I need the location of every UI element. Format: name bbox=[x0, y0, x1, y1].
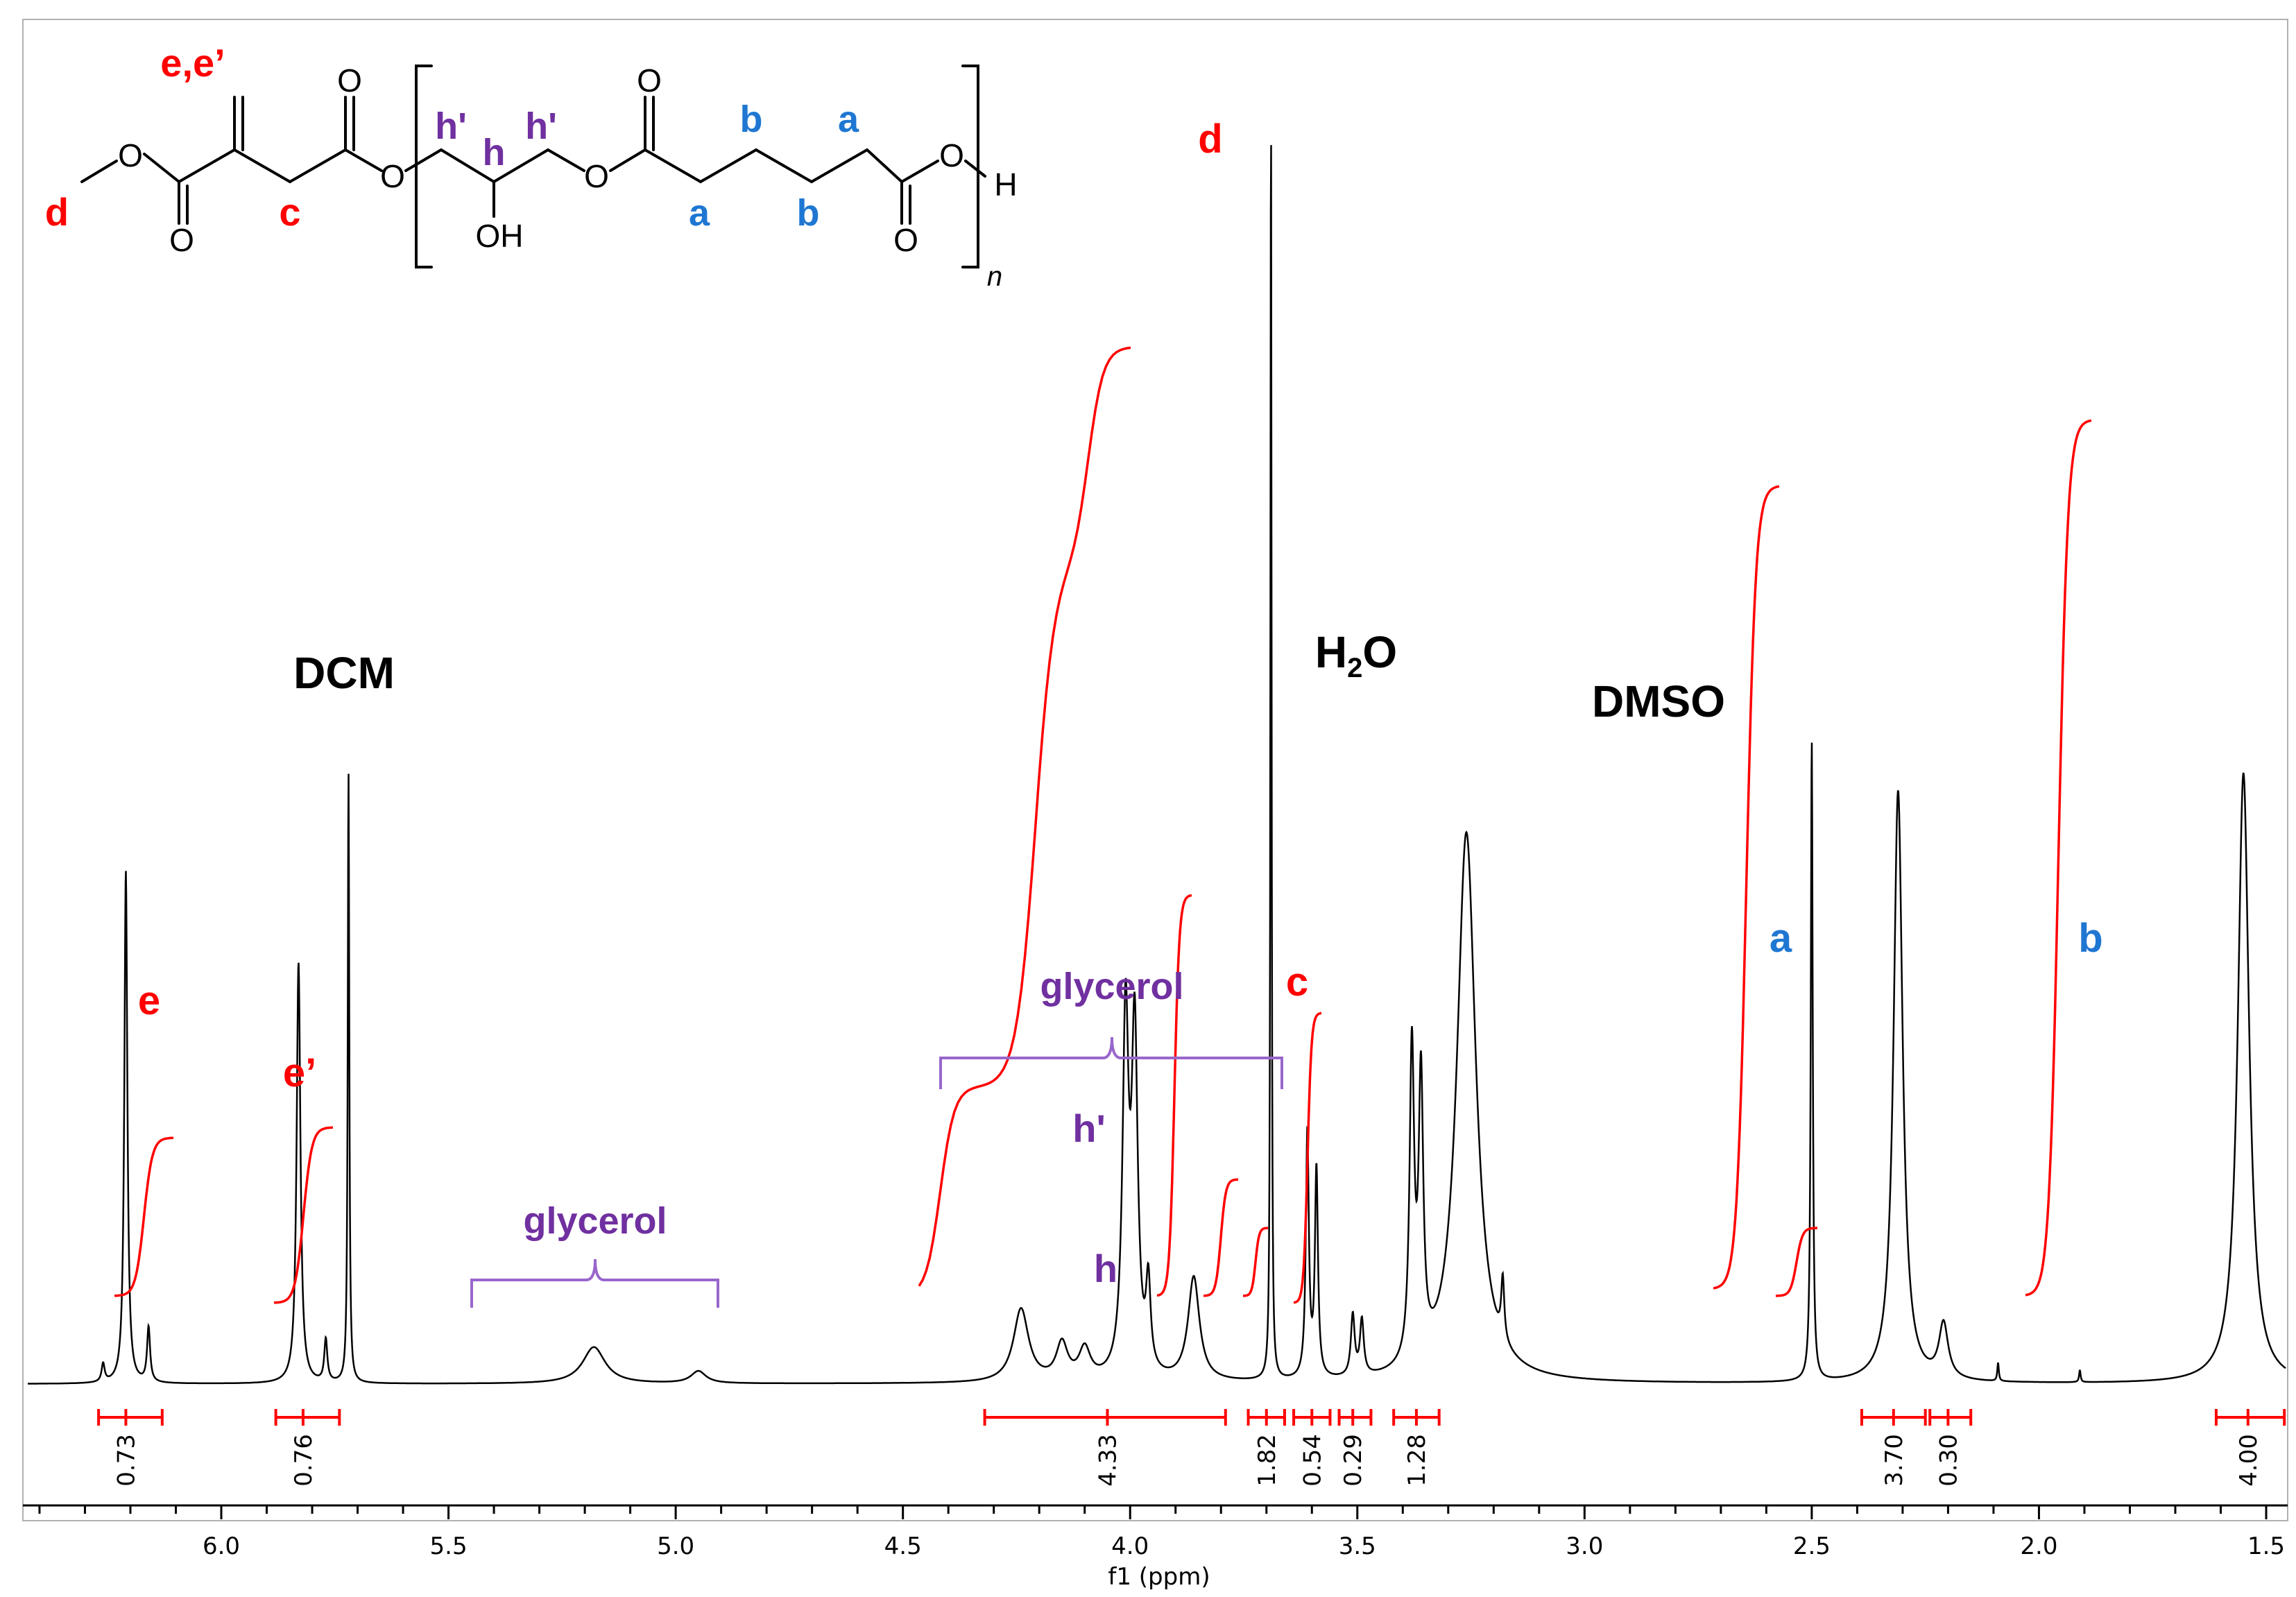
integral-bracket bbox=[1337, 1409, 1373, 1426]
integral-curve bbox=[918, 346, 1131, 1287]
integral-value: 0.73 bbox=[112, 1434, 140, 1487]
integral-curve bbox=[1713, 485, 1780, 1290]
peak-label-e: e bbox=[138, 978, 160, 1023]
struct-label-b-bottom: b bbox=[797, 192, 820, 234]
peak-label-dcm: DCM bbox=[293, 648, 395, 698]
x-tick-label: 4.0 bbox=[1111, 1532, 1149, 1560]
peak-label-a: a bbox=[1770, 916, 1792, 961]
struct-label-ee: e,e’ bbox=[160, 41, 225, 85]
atom-o-ester-2: O bbox=[584, 158, 609, 194]
x-tick-label: 3.5 bbox=[1339, 1532, 1376, 1560]
integral-value: 0.54 bbox=[1299, 1434, 1326, 1487]
peak-label-e-prime: e’ bbox=[283, 1050, 316, 1095]
atom-o-carbonyl-4: O bbox=[893, 222, 918, 258]
x-tick-label: 2.0 bbox=[2020, 1532, 2057, 1560]
atom-oh: OH bbox=[476, 218, 524, 254]
integral-curve bbox=[1243, 1227, 1268, 1297]
integral-brackets bbox=[97, 1409, 2286, 1426]
integral-value: 4.33 bbox=[1094, 1434, 1122, 1487]
peak-label-glycerol-right: glycerol bbox=[1040, 966, 1183, 1007]
struct-label-d: d bbox=[45, 190, 69, 234]
integral-bracket bbox=[2214, 1409, 2286, 1426]
integral-bracket bbox=[97, 1409, 164, 1426]
integral-bracket bbox=[1246, 1409, 1286, 1426]
integral-value: 1.28 bbox=[1403, 1434, 1431, 1487]
glycerol-bracket-right bbox=[939, 1036, 1283, 1089]
struct-label-a-bottom: a bbox=[689, 192, 710, 234]
struct-label-h-prime-1: h' bbox=[435, 105, 467, 147]
x-tick-label: 5.0 bbox=[657, 1532, 694, 1560]
integral-value: 4.00 bbox=[2235, 1434, 2263, 1487]
integral-value: 3.70 bbox=[1881, 1434, 1908, 1487]
peak-label-h-prime: h' bbox=[1072, 1107, 1106, 1150]
integral-value: 0.76 bbox=[290, 1434, 318, 1487]
atom-o-end: O bbox=[939, 137, 964, 173]
integral-values: 0.73 0.76 4.33 1.82 0.54 0.29 1.28 3.70 0.30 4.00 bbox=[112, 1434, 2262, 1487]
atom-o-ester: O bbox=[380, 158, 405, 194]
integral-bracket bbox=[1860, 1409, 1927, 1426]
spectrum bbox=[28, 145, 2286, 1385]
peak-label-dmso: DMSO bbox=[1592, 676, 1725, 726]
x-tick-label: 4.5 bbox=[884, 1532, 922, 1560]
struct-label-h-prime-2: h' bbox=[525, 105, 557, 147]
integral-value: 1.82 bbox=[1253, 1434, 1281, 1487]
peak-label-glycerol-left: glycerol bbox=[523, 1200, 667, 1242]
peak-label-b: b bbox=[2078, 916, 2102, 961]
x-axis-tick-labels: 6.0 5.5 5.0 4.5 4.0 3.5 3.0 2.5 2.0 1.5 bbox=[203, 1532, 2285, 1560]
glycerol-bracket-left bbox=[470, 1258, 719, 1308]
x-tick-label: 5.5 bbox=[430, 1532, 468, 1560]
integral-value: 0.30 bbox=[1935, 1434, 1962, 1487]
peak-label-c: c bbox=[1286, 959, 1308, 1005]
integral-curve bbox=[114, 1136, 174, 1297]
integral-bracket bbox=[1392, 1409, 1441, 1426]
x-tick-label: 1.5 bbox=[2247, 1532, 2285, 1560]
peak-label-h: h bbox=[1094, 1247, 1117, 1290]
struct-label-c: c bbox=[279, 190, 300, 234]
x-tick-label: 2.5 bbox=[1793, 1532, 1831, 1560]
water-h: H bbox=[1315, 627, 1347, 677]
integral-bracket bbox=[1928, 1409, 1973, 1426]
structure-bonds bbox=[80, 65, 986, 268]
x-axis-label: f1 (ppm) bbox=[1108, 1563, 1210, 1591]
x-tick-label: 3.0 bbox=[1566, 1532, 1603, 1560]
x-tick-label: 6.0 bbox=[203, 1532, 240, 1560]
integral-curve bbox=[2025, 419, 2092, 1297]
integral-curves bbox=[114, 346, 2092, 1304]
integral-curve bbox=[273, 1126, 334, 1304]
subscript-n: n bbox=[987, 262, 1002, 292]
atom-o-carbonyl-1: O bbox=[169, 222, 194, 258]
chemical-structure: O O O O OH O O O O H n e,e’ d c h' h h' … bbox=[45, 41, 1018, 292]
x-axis-ticks bbox=[38, 1505, 2268, 1519]
atom-o-carbonyl-2: O bbox=[337, 62, 362, 99]
water-sub: 2 bbox=[1347, 653, 1362, 683]
struct-label-h: h bbox=[483, 132, 506, 173]
plot-frame bbox=[22, 19, 2288, 1521]
struct-label-b-top: b bbox=[740, 99, 763, 140]
struct-label-a-top: a bbox=[838, 99, 859, 140]
atom-o-methoxy: O bbox=[118, 137, 143, 173]
integral-curve bbox=[1203, 1178, 1238, 1297]
peak-label-water: H2O bbox=[1315, 627, 1397, 683]
atom-o-carbonyl-3: O bbox=[637, 62, 662, 99]
peak-label-d: d bbox=[1198, 117, 1222, 162]
integral-curve bbox=[1156, 894, 1192, 1297]
water-o: O bbox=[1362, 627, 1397, 677]
integral-bracket bbox=[983, 1409, 1227, 1426]
integral-curve bbox=[1776, 1227, 1817, 1297]
integral-bracket bbox=[274, 1409, 341, 1426]
spectrum-line bbox=[28, 145, 2286, 1385]
atom-h-end: H bbox=[994, 166, 1017, 203]
integral-value: 0.29 bbox=[1339, 1434, 1367, 1487]
integral-curve bbox=[1293, 1011, 1322, 1304]
integral-bracket bbox=[1292, 1409, 1332, 1426]
